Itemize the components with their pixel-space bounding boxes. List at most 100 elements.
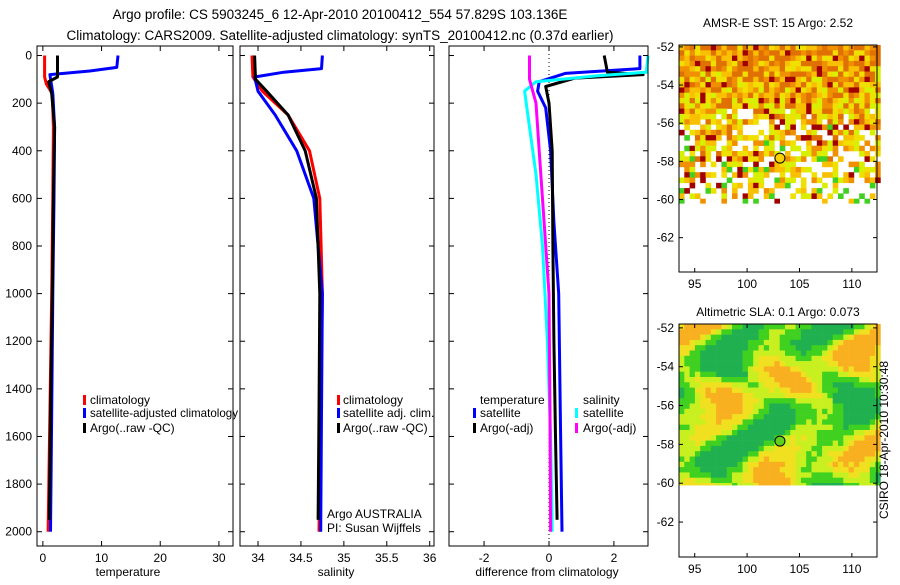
- heatmap-cell: [753, 198, 759, 204]
- heatmap-cell: [806, 435, 812, 441]
- series-line-salinity-satellite: [523, 55, 650, 532]
- heatmap-cell: [816, 382, 823, 388]
- heatmap-cell: [827, 324, 833, 330]
- heatmap-cell: [726, 98, 733, 104]
- heatmap-cell: [838, 387, 844, 394]
- heatmap-cell: [758, 472, 765, 478]
- heatmap-cell: [843, 50, 849, 56]
- heatmap-cell: [811, 339, 818, 346]
- heatmap-cell: [737, 435, 743, 441]
- heatmap-cell: [689, 461, 696, 468]
- heatmap-cell: [822, 392, 828, 399]
- heatmap-cell: [747, 55, 754, 62]
- heatmap-cell: [869, 472, 876, 478]
- heatmap-cell: [700, 403, 706, 410]
- heatmap-cell: [753, 461, 759, 468]
- heatmap-cell: [875, 151, 881, 157]
- heatmap-cell: [679, 113, 685, 120]
- heatmap-cell: [864, 140, 871, 146]
- heatmap-cell: [758, 483, 765, 486]
- heatmap-cell: [732, 445, 738, 452]
- heatmap-cell: [832, 456, 839, 463]
- heatmap-cell: [843, 345, 849, 351]
- heatmap-cell: [822, 145, 828, 152]
- heatmap-cell: [779, 145, 786, 152]
- heatmap-cell: [795, 456, 802, 463]
- heatmap-cell: [774, 103, 780, 109]
- heatmap-cell: [853, 408, 860, 415]
- heatmap-cell: [700, 177, 706, 184]
- heatmap-cell: [763, 98, 770, 104]
- heatmap-cell: [800, 156, 807, 162]
- heatmap-cell: [832, 334, 839, 341]
- heatmap-cell: [732, 419, 738, 425]
- heatmap-cell: [864, 483, 871, 486]
- heatmap-cell: [710, 140, 717, 146]
- heatmap-cell: [800, 113, 807, 120]
- heatmap-cell: [747, 472, 754, 478]
- heatmap-cell: [875, 172, 881, 178]
- heatmap-cell: [859, 419, 865, 425]
- legend-label: climatology: [90, 393, 150, 407]
- heatmap-cell: [716, 483, 722, 486]
- heatmap-cell: [795, 371, 802, 378]
- heatmap-cell: [679, 355, 685, 362]
- heatmap-cell: [785, 430, 791, 436]
- heatmap-cell: [769, 445, 775, 452]
- heatmap-cell: [689, 430, 696, 436]
- heatmap-cell: [827, 108, 833, 115]
- heatmap-cell: [694, 119, 701, 125]
- heatmap-cell: [689, 408, 696, 415]
- heatmap-cell: [694, 87, 701, 93]
- heatmap-cell: [864, 76, 871, 83]
- heatmap-cell: [806, 329, 812, 335]
- heatmap-cell: [853, 430, 860, 436]
- heatmap-cell: [732, 387, 738, 394]
- heatmap-cell: [726, 382, 733, 388]
- heatmap-cell: [822, 419, 828, 425]
- heatmap-cell: [853, 55, 860, 62]
- heatmap-cell: [721, 355, 727, 362]
- heatmap-cell: [822, 403, 828, 410]
- heatmap-cell: [853, 66, 860, 72]
- heatmap-cell: [763, 451, 770, 457]
- heatmap-cell: [758, 45, 765, 51]
- heatmap-cell: [800, 355, 807, 362]
- heatmap-cell: [848, 387, 855, 394]
- heatmap-cell: [684, 135, 690, 141]
- heatmap-cell: [795, 71, 802, 78]
- y-tick-label: -52: [657, 40, 675, 54]
- heatmap-cell: [811, 483, 818, 486]
- heatmap-cell: [785, 398, 791, 404]
- heatmap-cell: [726, 461, 733, 468]
- heatmap-cell: [758, 461, 765, 468]
- heatmap-cell: [763, 445, 770, 452]
- heatmap-cell: [869, 124, 876, 131]
- heatmap-cell: [684, 60, 690, 67]
- heatmap-cell: [689, 355, 696, 362]
- heatmap-cell: [716, 430, 722, 436]
- heatmap-cell: [705, 172, 712, 178]
- heatmap-cell: [721, 461, 727, 468]
- heatmap-cell: [694, 98, 701, 104]
- heatmap-cell: [795, 329, 802, 335]
- heatmap-cell: [694, 129, 701, 136]
- heatmap-cell: [758, 60, 765, 67]
- heatmap-cell: [705, 483, 712, 486]
- heatmap-cell: [806, 82, 812, 88]
- heatmap-cell: [769, 82, 775, 88]
- heatmap-cell: [710, 71, 717, 78]
- heatmap-cell: [747, 467, 754, 473]
- heatmap-cell: [726, 334, 733, 341]
- heatmap-cell: [790, 350, 796, 357]
- heatmap-cell: [864, 451, 871, 457]
- heatmap-cell: [785, 182, 791, 189]
- heatmap-cell: [721, 445, 727, 452]
- heatmap-cell: [816, 98, 823, 104]
- heatmap-cell: [684, 477, 690, 484]
- heatmap-cell: [742, 483, 749, 486]
- heatmap-cell: [785, 156, 791, 162]
- heatmap-cell: [843, 419, 849, 425]
- heatmap-cell: [758, 108, 765, 115]
- heatmap-cell: [848, 119, 855, 125]
